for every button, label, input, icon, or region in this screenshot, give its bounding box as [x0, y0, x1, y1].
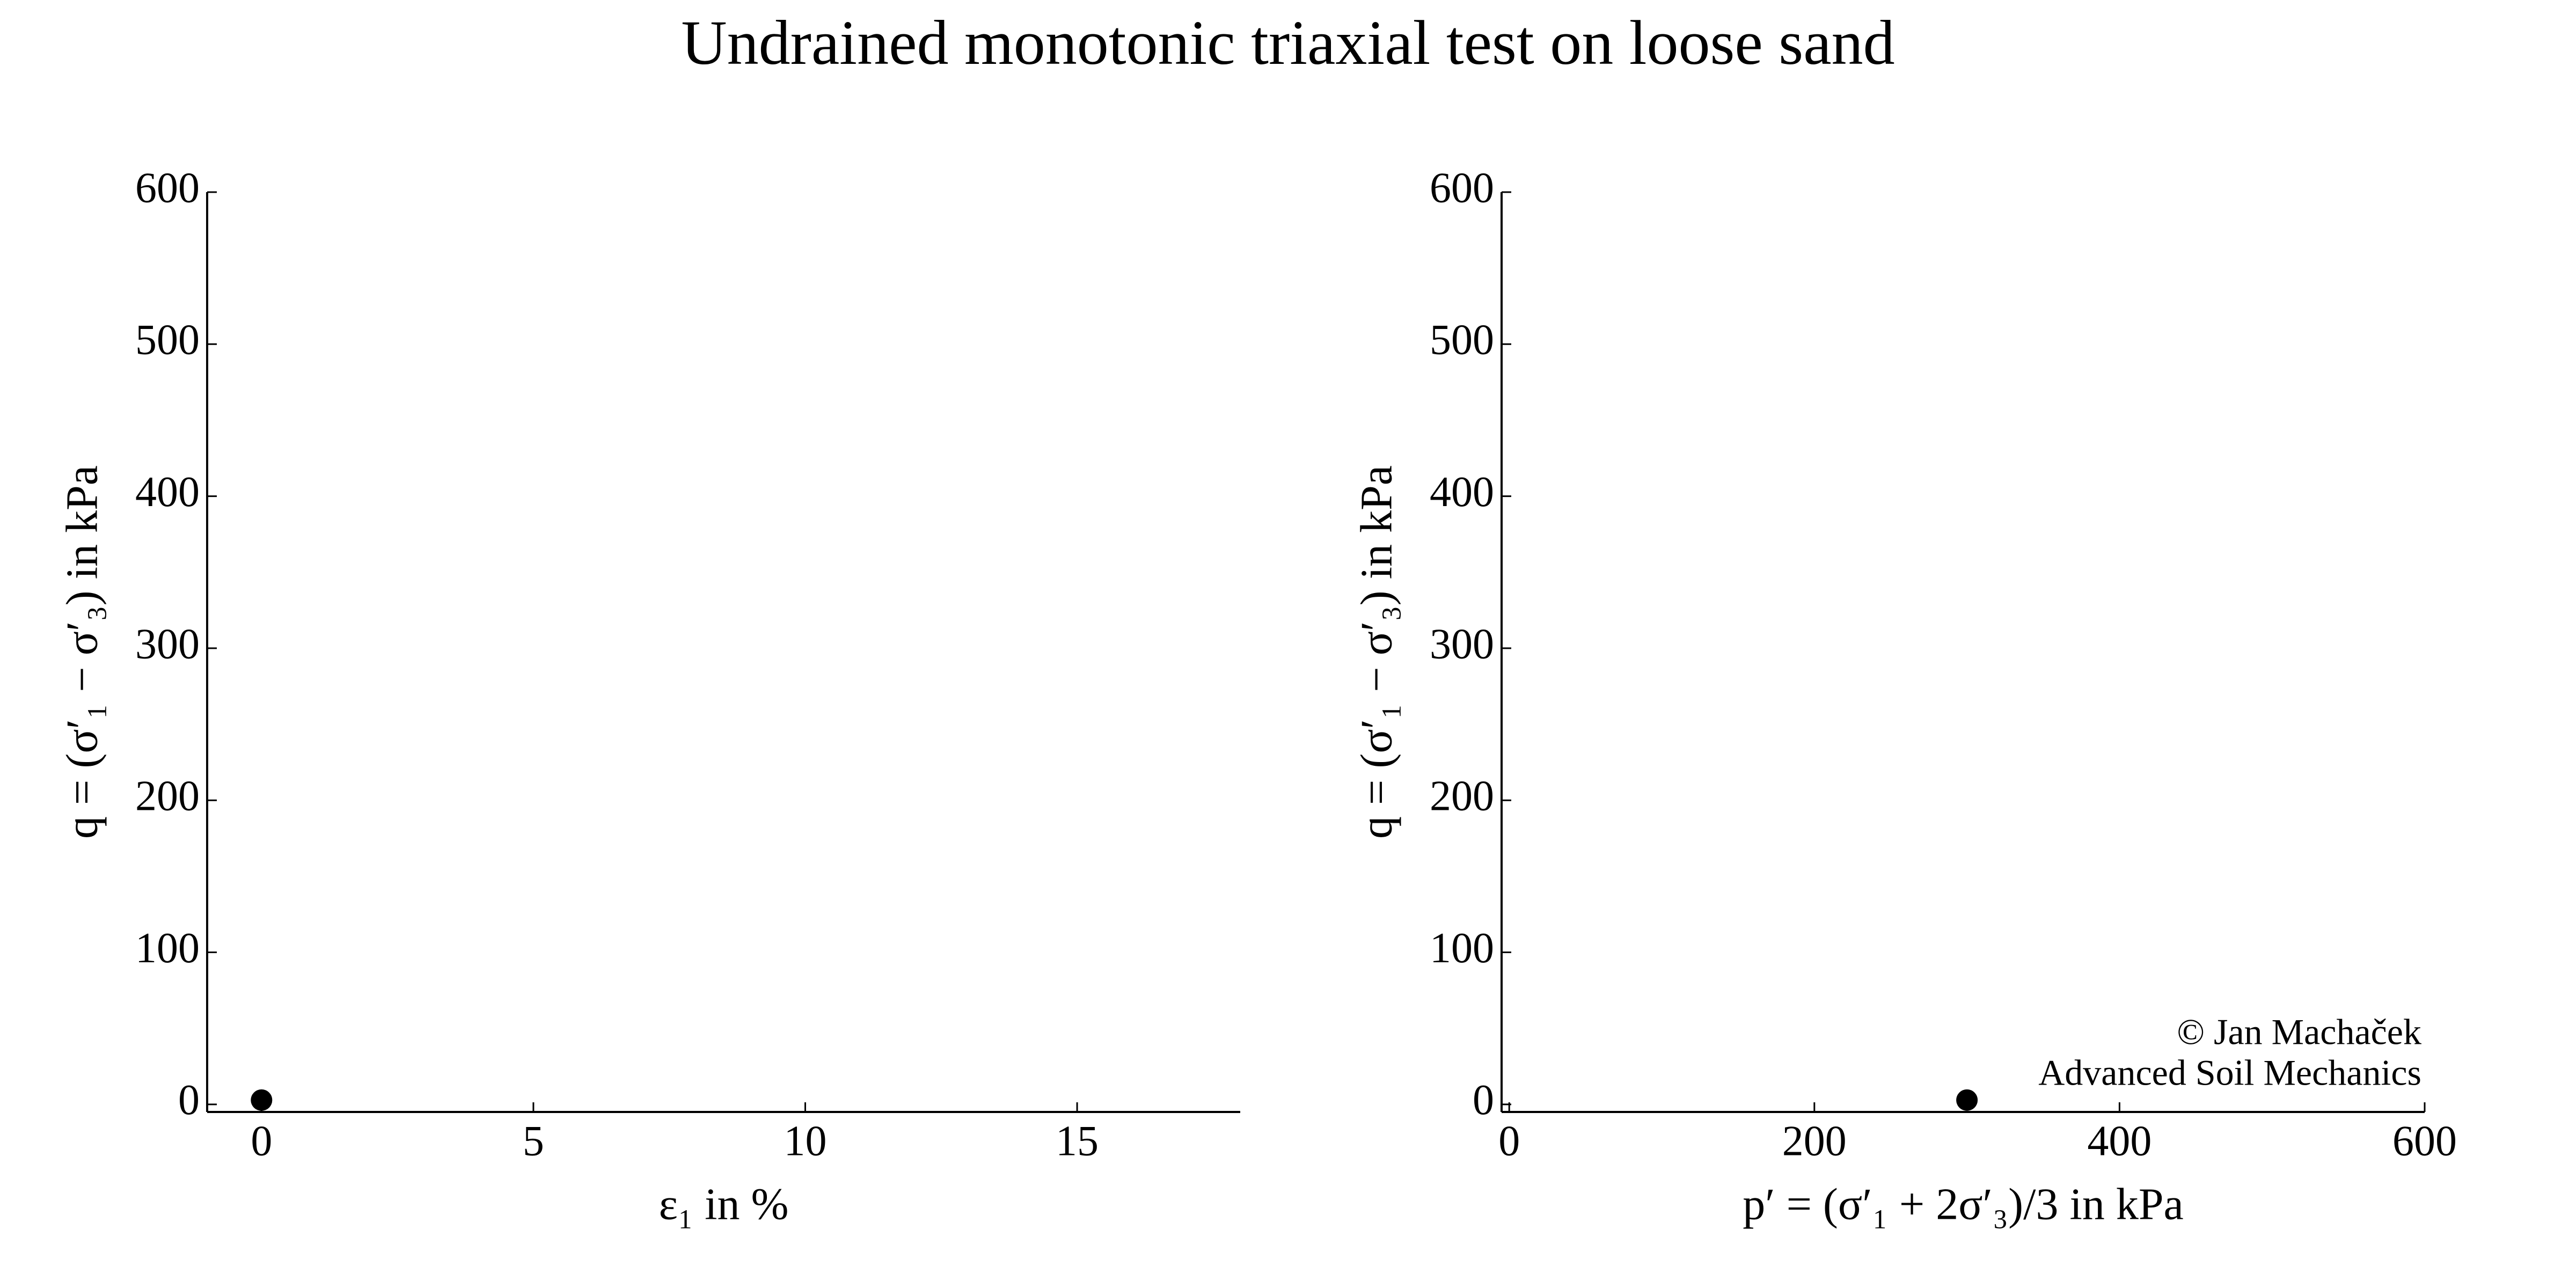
y-tick-label: 200: [135, 773, 200, 820]
x-tick-label: 600: [2392, 1117, 2457, 1165]
x-tick-label: 0: [1498, 1117, 1520, 1165]
data-point: [1956, 1089, 1978, 1111]
y-tick-label: 0: [178, 1077, 200, 1124]
x-tick-label: 10: [784, 1117, 826, 1165]
figure-title: Undrained monotonic triaxial test on loo…: [681, 8, 1894, 78]
y-tick-label: 200: [1430, 773, 1494, 820]
annotation: © Jan Machaček: [2177, 1012, 2421, 1052]
x-axis-label: ε₁ in %: [659, 1179, 789, 1229]
x-tick-label: 15: [1056, 1117, 1099, 1165]
y-tick-label: 300: [1430, 620, 1494, 668]
x-axis-label: p′ = (σ′₁ + 2σ′₃)/3 in kPa: [1743, 1179, 2184, 1229]
x-tick-label: 0: [251, 1117, 272, 1165]
y-tick-label: 100: [1430, 925, 1494, 972]
y-tick-label: 500: [1430, 317, 1494, 364]
y-tick-label: 600: [1430, 164, 1494, 211]
y-tick-label: 400: [1430, 469, 1494, 516]
y-tick-label: 600: [135, 164, 200, 211]
y-tick-label: 400: [135, 469, 200, 516]
annotation: Advanced Soil Mechanics: [2038, 1052, 2421, 1093]
y-tick-label: 300: [135, 620, 200, 668]
y-tick-label: 0: [1473, 1077, 1494, 1124]
y-tick-label: 500: [135, 317, 200, 364]
x-tick-label: 400: [2087, 1117, 2151, 1165]
y-axis-label: q = (σ′₁ − σ′₃) in kPa: [1351, 465, 1401, 839]
y-axis-label: q = (σ′₁ − σ′₃) in kPa: [57, 465, 107, 839]
x-tick-label: 200: [1782, 1117, 1847, 1165]
x-tick-label: 5: [523, 1117, 544, 1165]
y-tick-label: 100: [135, 925, 200, 972]
data-point: [251, 1089, 273, 1111]
